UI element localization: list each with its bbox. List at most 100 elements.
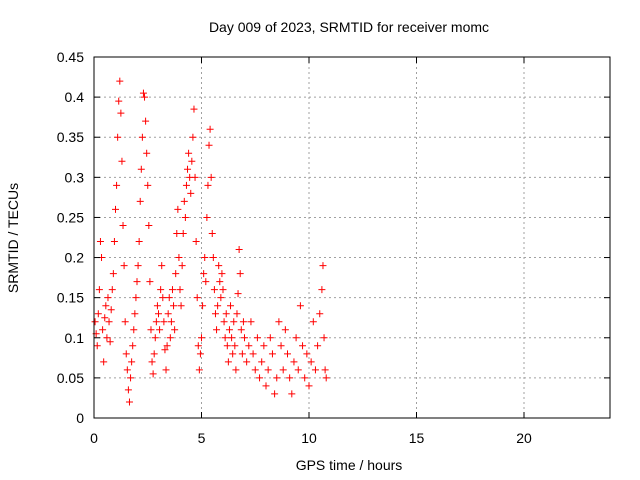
data-point <box>290 358 298 366</box>
data-point <box>217 294 225 302</box>
data-point <box>204 181 212 189</box>
data-point <box>107 306 115 314</box>
y-tick-label: 0.45 <box>57 49 84 65</box>
data-point <box>314 342 322 350</box>
data-point <box>109 270 117 278</box>
data-point <box>102 302 110 310</box>
data-point <box>128 358 136 366</box>
data-point <box>115 97 123 105</box>
data-point <box>133 278 141 286</box>
data-point <box>158 262 166 270</box>
data-point <box>213 326 221 334</box>
data-point <box>122 350 130 358</box>
data-point <box>316 310 324 318</box>
data-point <box>143 149 151 157</box>
data-point <box>203 213 211 221</box>
data-point <box>236 270 244 278</box>
data-point <box>271 390 279 398</box>
data-point <box>214 302 222 310</box>
chart-title: Day 009 of 2023, SRMTID for receiver mom… <box>209 19 489 35</box>
data-point <box>129 342 137 350</box>
data-point <box>148 358 156 366</box>
x-tick-label: 10 <box>301 430 317 446</box>
data-point <box>199 302 207 310</box>
data-point <box>311 366 319 374</box>
x-tick-label: 20 <box>516 430 532 446</box>
data-point <box>208 229 216 237</box>
data-point <box>99 326 107 334</box>
data-point <box>273 374 281 382</box>
data-point <box>230 318 238 326</box>
data-point <box>94 310 102 318</box>
data-point <box>95 286 103 294</box>
data-point <box>223 342 231 350</box>
data-point <box>193 294 201 302</box>
data-point <box>207 173 215 181</box>
data-point <box>284 350 291 358</box>
data-point <box>187 189 195 197</box>
data-point <box>279 366 287 374</box>
data-point <box>149 370 157 378</box>
data-point <box>281 326 289 334</box>
data-point <box>104 294 112 302</box>
data-point <box>201 254 209 262</box>
y-tick-label: 0.15 <box>57 290 84 306</box>
plot-frame <box>93 56 611 419</box>
data-point <box>93 342 101 350</box>
data-point <box>119 221 127 229</box>
y-axis-label: SRMTID / TECUs <box>5 183 21 293</box>
data-point <box>167 318 175 326</box>
data-point <box>229 350 237 358</box>
data-point <box>309 318 317 326</box>
data-point <box>175 254 183 262</box>
data-point <box>141 93 149 101</box>
data-point <box>121 318 129 326</box>
data-point <box>174 205 182 213</box>
data-point <box>127 374 135 382</box>
data-point <box>194 342 202 350</box>
data-point <box>147 326 155 334</box>
data-point <box>220 318 228 326</box>
data-point <box>205 141 213 149</box>
data-point <box>253 334 261 342</box>
data-point <box>166 334 174 342</box>
data-point <box>152 318 160 326</box>
data-point <box>322 374 330 382</box>
data-point <box>307 358 315 366</box>
data-point <box>124 386 132 394</box>
data-point <box>319 262 327 270</box>
data-point <box>106 338 114 346</box>
data-point <box>172 270 180 278</box>
data-point <box>132 294 140 302</box>
data-point <box>173 229 181 237</box>
data-point <box>219 286 227 294</box>
data-point <box>239 318 247 326</box>
data-point <box>135 238 143 246</box>
data-point <box>206 125 214 133</box>
data-point <box>155 310 162 318</box>
data-point <box>238 350 246 358</box>
data-point <box>190 105 198 113</box>
data-point <box>157 286 165 294</box>
data-point <box>292 334 300 342</box>
data-point <box>225 326 233 334</box>
data-point <box>131 310 139 318</box>
data-point <box>91 318 99 326</box>
data-point <box>286 374 294 382</box>
data-point <box>268 350 276 358</box>
data-point <box>161 346 169 354</box>
data-point <box>184 165 192 173</box>
data-point <box>136 197 144 205</box>
data-point <box>288 390 296 398</box>
data-point <box>231 342 239 350</box>
y-tick-label: 0.25 <box>57 209 84 225</box>
data-point <box>234 290 242 298</box>
data-point <box>247 318 255 326</box>
data-point <box>181 213 189 221</box>
data-point <box>243 358 251 366</box>
data-point <box>170 302 178 310</box>
data-point <box>151 334 159 342</box>
data-point <box>162 366 170 374</box>
data-point <box>222 310 230 318</box>
data-point <box>144 181 152 189</box>
